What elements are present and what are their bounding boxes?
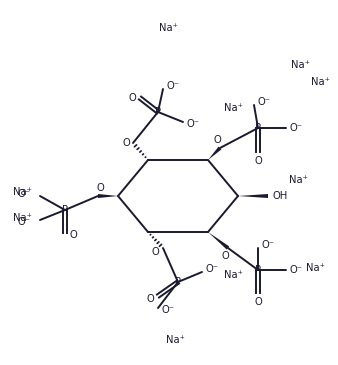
Text: Na⁺: Na⁺	[13, 187, 31, 197]
Text: O⁻: O⁻	[187, 119, 199, 129]
Text: O⁻: O⁻	[206, 264, 218, 274]
Text: O: O	[146, 294, 154, 304]
Text: Na⁺: Na⁺	[13, 213, 31, 223]
Text: O: O	[221, 251, 229, 261]
Polygon shape	[98, 194, 118, 198]
Polygon shape	[208, 232, 229, 250]
Text: P: P	[255, 123, 261, 133]
Text: Na⁺: Na⁺	[291, 60, 309, 70]
Text: O: O	[69, 230, 77, 240]
Text: O: O	[254, 156, 262, 166]
Text: O⁻: O⁻	[162, 305, 174, 315]
Text: P: P	[255, 265, 261, 275]
Text: O: O	[151, 247, 159, 257]
Text: P: P	[155, 107, 161, 117]
Text: O: O	[128, 93, 136, 103]
Text: O⁻: O⁻	[290, 265, 303, 275]
Text: O⁻: O⁻	[17, 217, 30, 227]
Text: O: O	[96, 183, 104, 193]
Text: Na⁺: Na⁺	[223, 270, 242, 280]
Text: Na⁺: Na⁺	[289, 175, 308, 185]
Text: Na⁺: Na⁺	[306, 263, 324, 273]
Polygon shape	[238, 194, 268, 198]
Text: O⁻: O⁻	[290, 123, 303, 133]
Text: Na⁺: Na⁺	[223, 103, 242, 113]
Polygon shape	[208, 147, 221, 160]
Text: Na⁺: Na⁺	[166, 335, 185, 345]
Text: O⁻: O⁻	[167, 81, 179, 91]
Text: P: P	[62, 205, 68, 215]
Text: O⁻: O⁻	[262, 240, 274, 250]
Text: O⁻: O⁻	[258, 97, 270, 107]
Text: O: O	[213, 135, 221, 145]
Text: O⁻: O⁻	[17, 189, 30, 199]
Text: Na⁺: Na⁺	[159, 23, 177, 33]
Text: Na⁺: Na⁺	[311, 77, 330, 87]
Text: O: O	[254, 297, 262, 307]
Text: OH: OH	[272, 191, 288, 201]
Text: P: P	[175, 277, 181, 287]
Text: O: O	[122, 138, 130, 148]
